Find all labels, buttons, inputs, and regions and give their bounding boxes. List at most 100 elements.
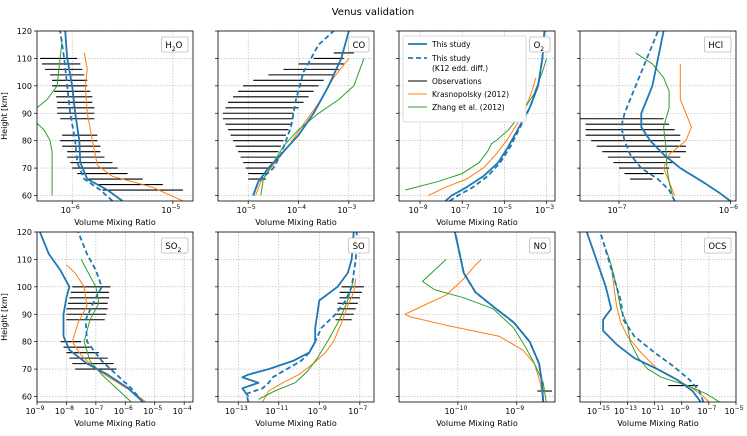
species-label: OCS	[708, 242, 726, 252]
x-tick-exponent: −5	[172, 204, 181, 211]
x-tick-label: 10−4	[173, 405, 192, 416]
series-line-dashed	[620, 31, 676, 201]
y-tick-label: 120	[17, 228, 32, 237]
y-axis-label: Height [km]	[0, 293, 9, 341]
series-line-kras	[663, 63, 692, 196]
series-line-dashed	[77, 232, 144, 402]
x-tick-exponent: −15	[597, 405, 610, 412]
x-tick-base: 10	[161, 206, 171, 215]
axes-frame	[398, 30, 556, 202]
x-tick-base: 10	[451, 206, 461, 215]
x-tick-label: 10−5	[493, 204, 512, 215]
x-tick-exponent: −9	[36, 405, 45, 412]
x-tick-exponent: −9	[419, 204, 428, 211]
x-tick-label: 10−9	[308, 405, 327, 416]
species-label: SO	[353, 242, 365, 252]
y-tick-label: 110	[17, 255, 32, 264]
series-lines	[241, 232, 358, 402]
series-line-zhang	[405, 58, 548, 191]
species-label: NO	[534, 242, 547, 252]
series-lines	[405, 31, 548, 201]
x-tick-exponent: −7	[358, 405, 367, 412]
x-tick-base: 10	[61, 206, 71, 215]
x-tick-label: 10−9	[670, 405, 689, 416]
x-tick-label: 10−13	[614, 405, 637, 416]
series-line-kras	[428, 77, 537, 196]
x-axis-label: Volume Mixing Ratio	[255, 419, 337, 428]
x-tick-exponent: −9	[318, 405, 327, 412]
x-tick-base: 10	[337, 206, 347, 215]
x-tick-label: 10−5	[724, 405, 743, 416]
y-tick-label: 70	[22, 164, 32, 173]
species-label-main: O	[534, 41, 541, 51]
x-tick-exponent: −6	[124, 405, 133, 412]
x-tick-label: 10−7	[348, 405, 367, 416]
panel-so2: 10−9 10−8 10−7 10−6 10−5 10−46070809010011012…	[0, 228, 194, 428]
x-tick-exponent: −4	[183, 405, 192, 412]
species-label-main: SO	[353, 242, 365, 252]
x-tick-label: 10−8	[55, 405, 74, 416]
series-lines	[37, 31, 184, 201]
series-line-dashed	[59, 31, 114, 201]
series-line-kras	[610, 264, 710, 402]
x-tick-exponent: −7	[708, 405, 717, 412]
series-line-dashed	[454, 232, 545, 402]
y-tick-label: 100	[17, 82, 32, 91]
series-line-solid	[585, 232, 702, 402]
x-tick-label: 10−5	[161, 204, 180, 215]
series-line-zhang	[258, 278, 355, 400]
species-label-box	[529, 36, 551, 53]
x-tick-base: 10	[55, 407, 65, 416]
series-line-solid	[640, 31, 731, 201]
x-tick-base: 10	[614, 407, 624, 416]
y-tick-label: 90	[22, 310, 32, 319]
x-tick-label: 10−11	[265, 405, 288, 416]
y-tick-label: 120	[17, 27, 32, 36]
x-tick-base: 10	[237, 206, 247, 215]
series-lines	[39, 232, 147, 402]
axes-frame	[579, 231, 737, 403]
species-label-box	[704, 237, 732, 254]
x-tick-label: 10−6	[114, 405, 133, 416]
x-tick-base: 10	[84, 407, 94, 416]
observations	[40, 57, 183, 191]
legend-label-study: This study	[431, 40, 471, 49]
species-label: HCl	[708, 41, 723, 51]
x-tick-exponent: −6	[71, 204, 80, 211]
x-tick-base: 10	[641, 407, 651, 416]
species-label-sub: 2	[172, 46, 176, 53]
x-axis-label: Volume Mixing Ratio	[617, 419, 699, 428]
x-axis-label: Volume Mixing Ratio	[74, 419, 156, 428]
legend-label-zhang: Zhang et al. (2012)	[432, 103, 505, 112]
series-lines	[585, 232, 720, 402]
y-axis-label: Height [km]	[0, 92, 9, 140]
figure-title: Venus validation	[332, 7, 415, 18]
x-tick-exponent: −9	[515, 405, 524, 412]
y-tick-label: 60	[22, 393, 32, 402]
series-line-solid	[454, 232, 545, 402]
x-tick-label: 10−9	[505, 405, 524, 416]
x-tick-label: 10−9	[25, 405, 44, 416]
axes-frame	[398, 231, 556, 403]
x-tick-exponent: −4	[297, 204, 306, 211]
series-line-dashed	[245, 232, 358, 402]
axes-frame	[579, 30, 737, 202]
species-label: CO	[353, 41, 366, 51]
series-line-zhang	[422, 259, 547, 402]
x-tick-base: 10	[444, 407, 454, 416]
x-tick-base: 10	[308, 407, 318, 416]
x-tick-label: 10−7	[607, 204, 626, 215]
y-tick-label: 100	[17, 283, 32, 292]
series-line-zhang	[605, 248, 720, 402]
x-tick-exponent: −7	[95, 405, 104, 412]
x-tick-exponent: −7	[461, 204, 470, 211]
x-tick-exponent: −5	[735, 405, 744, 412]
species-label: O2	[534, 41, 545, 53]
grid	[218, 30, 374, 201]
